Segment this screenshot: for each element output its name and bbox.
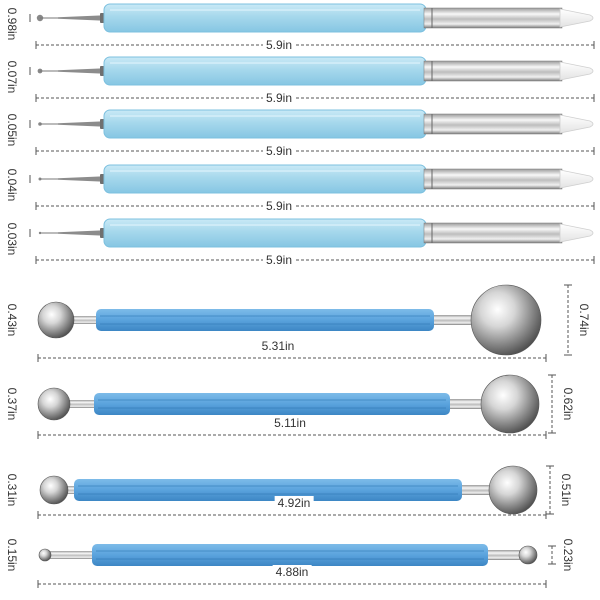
pen-metal-taper	[58, 68, 102, 74]
stylus-handle	[74, 479, 462, 501]
stylus-length-label: 4.92in	[274, 496, 314, 510]
pen-metal-taper	[58, 15, 102, 21]
stylus-small-ball-label: 0.15in	[5, 538, 19, 572]
pen-length-label: 5.9in	[262, 253, 296, 267]
stylus-large-ball-label: 0.23in	[561, 538, 575, 572]
ball-stylus-4	[37, 544, 556, 588]
stylus-length-label: 4.88in	[272, 565, 312, 579]
stylus-neck-large	[484, 550, 521, 560]
stylus-neck-large	[430, 315, 473, 325]
stylus-large-ball-label: 0.51in	[559, 473, 573, 507]
stylus-small-ball	[37, 387, 71, 421]
stylus-small-ball-label: 0.31in	[5, 473, 19, 507]
pen-handle	[103, 3, 427, 33]
pen-tip-diameter-label: 0.03in	[5, 222, 19, 256]
stylus-neck-large	[458, 485, 491, 495]
stylus-small-ball	[37, 301, 75, 339]
pen-silicone-tip	[559, 61, 594, 81]
stylus-large-ball	[488, 465, 538, 515]
pen-silicone-tip	[559, 8, 594, 28]
pen-tip-diameter-label: 0.04in	[5, 168, 19, 202]
pen-handle	[103, 218, 427, 248]
pen-metal-taper	[58, 176, 102, 182]
stylus-handle	[92, 544, 488, 566]
pen-handle	[103, 164, 427, 194]
stylus-large-ball	[518, 545, 538, 565]
stylus-small-ball	[38, 548, 52, 562]
stylus-small-ball	[39, 475, 69, 505]
pen-tip-diameter-label: 0.98in	[5, 7, 19, 41]
pen-metal-taper	[58, 230, 102, 236]
pen-silicone-tip	[559, 169, 594, 189]
pen-ferrule	[423, 60, 563, 82]
pen-metal-taper	[58, 121, 102, 127]
ball-stylus-2	[37, 374, 556, 439]
pen-tip-diameter-label: 0.07in	[5, 60, 19, 94]
stylus-large-ball	[480, 374, 540, 434]
ball-stylus-3	[37, 465, 554, 519]
dotting-pen-5	[29, 218, 595, 264]
pen-handle	[103, 56, 427, 86]
pen-silicone-tip	[559, 114, 594, 134]
stylus-large-ball-label: 0.62in	[561, 387, 575, 421]
stylus-neck-small	[72, 316, 100, 324]
pen-length-label: 5.9in	[262, 199, 296, 213]
stylus-neck-large	[446, 399, 483, 409]
stylus-small-ball-label: 0.43in	[5, 303, 19, 337]
stylus-handle	[96, 309, 434, 331]
stylus-large-ball	[470, 284, 542, 356]
pen-length-label: 5.9in	[262, 144, 296, 158]
stylus-neck-small	[66, 486, 78, 494]
pen-handle	[103, 109, 427, 139]
pen-ferrule	[423, 113, 563, 135]
pen-silicone-tip	[559, 223, 594, 243]
stylus-length-label: 5.11in	[271, 416, 309, 430]
stylus-large-ball-label: 0.74in	[577, 303, 591, 337]
dotting-pen-2	[29, 56, 595, 102]
stylus-neck-small	[68, 400, 98, 408]
dotting-pen-3	[29, 109, 595, 155]
pen-ferrule	[423, 222, 563, 244]
pen-ferrule	[423, 7, 563, 29]
stylus-length-label: 5.31in	[258, 339, 298, 353]
pen-length-label: 5.9in	[262, 91, 296, 105]
stylus-small-ball-label: 0.37in	[5, 387, 19, 421]
pen-length-label: 5.9in	[262, 38, 296, 52]
pen-tip-diameter-label: 0.05in	[5, 113, 19, 147]
stylus-handle	[94, 393, 450, 415]
ball-stylus-1	[37, 284, 572, 362]
stylus-neck-small	[49, 551, 96, 559]
dotting-pen-4	[29, 164, 595, 210]
pen-ferrule	[423, 168, 563, 190]
dotting-pen-1	[29, 3, 595, 49]
